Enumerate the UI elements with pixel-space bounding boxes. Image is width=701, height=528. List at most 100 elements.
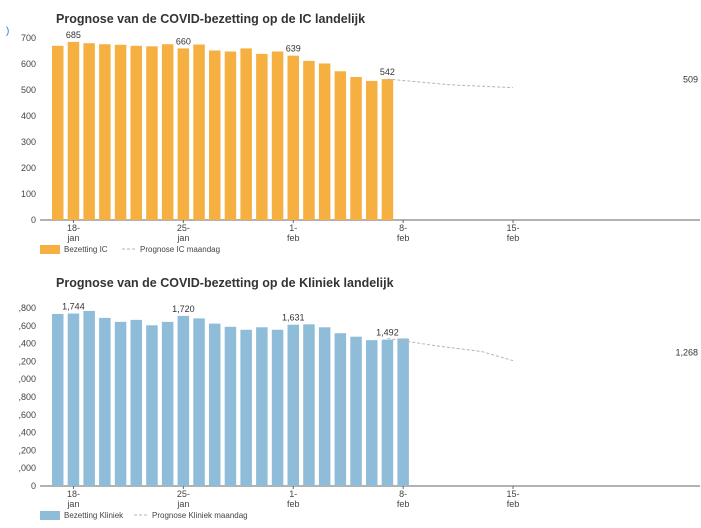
kliniek-bar [366,340,378,486]
kliniek-bar [334,333,347,486]
ic-bar [318,63,331,221]
ic-x-tick-label: 18- [67,223,80,233]
kliniek-bar [209,323,221,486]
kliniek-x-tick-label: feb [507,499,520,509]
ic-bar [130,45,142,220]
ic-bar [224,51,237,220]
kliniek-x-tick-label: 18- [67,489,80,499]
ic-bar [146,46,158,220]
kliniek-occupancy-chart: 0 ,000 ,200 ,400 ,600 ,800 ,000 ,200 ,400 ,600 ,80… [18,302,700,520]
ic-bar [303,60,315,220]
chart-title-ic: Prognose van de COVID-bezetting op de IC… [56,12,366,26]
kliniek-x-tick-label: jan [66,499,79,509]
kliniek-y-tick-label: ,200 [18,445,36,455]
ic-bar [177,48,190,221]
kliniek-x-tick-label: 1- [289,489,297,499]
kliniek-x-tick-label: feb [397,499,410,509]
ic-bar [256,53,268,220]
kliniek-forecast-line [387,337,514,362]
kliniek-bar [130,319,142,486]
kliniek-y-tick-label: ,800 [18,303,36,313]
kliniek-bar [303,324,315,486]
ic-x-tick-label: jan [66,233,79,243]
kliniek-bar [318,327,331,486]
kliniek-bar [350,336,362,486]
kliniek-bar [271,329,284,486]
ic-x-tick-label: jan [176,233,189,243]
ic-y-tick-label: 700 [21,33,36,43]
fragment-mark: ) [6,26,9,37]
kliniek-bar [99,317,111,486]
ic-y-tick-label: 400 [21,111,36,121]
kliniek-data-label: 1,631 [282,313,305,323]
ic-x-tick-label: feb [397,233,410,243]
kliniek-bar [161,321,174,486]
ic-bar [287,55,299,221]
ic-bar [52,45,64,220]
ic-data-label: 639 [286,44,301,54]
kliniek-y-tick-label: ,000 [18,374,36,384]
ic-bar [366,80,378,221]
kliniek-legend-swatch [40,511,60,520]
kliniek-bar [114,321,127,486]
kliniek-bar [381,339,394,486]
kliniek-legend-forecast-label: Prognose Kliniek maandag [152,511,248,520]
ic-bar [381,79,394,220]
ic-x-tick-label: 15- [507,223,520,233]
ic-legend-forecast-label: Prognose IC maandag [140,245,220,254]
ic-bar [350,77,362,220]
ic-x-tick-label: 1- [289,223,297,233]
ic-occupancy-chart: 0 100 200 300 400 500 600 700 509 685 660 639 542 18-… [6,26,700,254]
ic-bar [193,44,205,220]
ic-data-label: 685 [66,30,81,40]
kliniek-bar [146,325,158,486]
kliniek-bar [224,326,237,486]
ic-x-tick-label: 8- [399,223,407,233]
ic-data-label: 660 [176,36,191,46]
ic-y-tick-label: 100 [21,189,36,199]
ic-bar [99,44,111,220]
chart-title-kliniek: Prognose van de COVID-bezetting op de Kl… [56,276,394,290]
ic-legend-series-label: Bezetting IC [64,245,108,254]
kliniek-y-tick-label: ,600 [18,321,36,331]
ic-bar [161,44,174,220]
kliniek-bar [67,313,80,486]
kliniek-y-tick-label: ,000 [18,463,36,473]
ic-x-tick-label: feb [287,233,300,243]
ic-x-tick-label: feb [507,233,520,243]
kliniek-x-tick-label: feb [287,499,300,509]
ic-bar [114,44,127,221]
kliniek-y-tick-label: ,400 [18,428,36,438]
kliniek-bar [397,338,409,486]
ic-forecast-line [387,78,514,89]
ic-y-tick-label: 600 [21,59,36,69]
kliniek-y-tick-label: ,800 [18,392,36,402]
ic-data-label: 542 [380,67,395,77]
ic-legend-swatch [40,245,60,254]
kliniek-y-tick-label: ,200 [18,356,36,366]
kliniek-bar [240,329,252,486]
ic-bar [209,50,221,221]
kliniek-data-label: 1,492 [376,328,399,338]
kliniek-bar [83,310,95,486]
kliniek-bar [177,315,190,486]
kliniek-bar [256,327,268,486]
ic-bar [67,41,80,221]
ic-bar [271,51,284,220]
kliniek-x-tick-label: 25- [177,489,190,499]
ic-y-tick-label: 500 [21,85,36,95]
kliniek-bar [287,324,299,486]
kliniek-data-label: 1,720 [172,304,195,314]
kliniek-data-label: 1,744 [62,302,85,312]
kliniek-bar [193,318,205,486]
kliniek-x-tick-label: 15- [507,489,520,499]
ic-forecast-end-label: 509 [683,75,698,85]
kliniek-y-tick-label: ,600 [18,410,36,420]
kliniek-y-tick-label: 0 [31,481,36,491]
kliniek-y-tick-label: ,400 [18,339,36,349]
ic-bar [83,43,95,221]
kliniek-x-tick-label: 8- [399,489,407,499]
kliniek-forecast-end-label: 1,268 [675,348,698,358]
kliniek-x-tick-label: jan [176,499,189,509]
ic-y-tick-label: 0 [31,215,36,225]
